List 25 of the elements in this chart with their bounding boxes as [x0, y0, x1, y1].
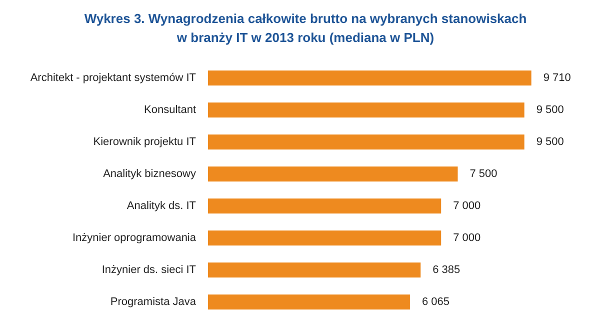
data-label: 7 000: [453, 200, 481, 212]
y-tick-label: Kierownik projektu IT: [93, 136, 196, 148]
data-label: 7 500: [470, 168, 498, 180]
y-tick-label: Konsultant: [144, 104, 196, 116]
y-tick-label: Analityk ds. IT: [126, 200, 196, 212]
bar: [208, 294, 410, 310]
bar: [208, 166, 458, 182]
data-label: 6 385: [432, 264, 460, 276]
data-label: 6 065: [422, 296, 450, 308]
y-tick-label: Architekt - projektant systemów IT: [30, 72, 196, 84]
bar: [208, 198, 442, 214]
bar: [208, 262, 421, 278]
data-label: 7 000: [453, 232, 481, 244]
y-tick-label: Inżynier oprogramowania: [72, 232, 197, 244]
bar: [208, 230, 442, 246]
y-tick-label: Analityk biznesowy: [103, 168, 196, 180]
chart-title: Wykres 3. Wynagrodzenia całkowite brutto na wybranych stanowiskach w branży IT w 2013 roku (mediana w PLN): [84, 11, 527, 45]
data-label: 9 500: [536, 104, 564, 116]
y-tick-label: Inżynier ds. sieci IT: [102, 264, 196, 276]
bar: [208, 102, 524, 118]
y-tick-label: Programista Java: [110, 296, 197, 308]
bar: [208, 70, 532, 86]
bar: [208, 134, 524, 150]
data-label: 9 500: [536, 136, 564, 148]
data-label: 9 710: [543, 72, 571, 84]
